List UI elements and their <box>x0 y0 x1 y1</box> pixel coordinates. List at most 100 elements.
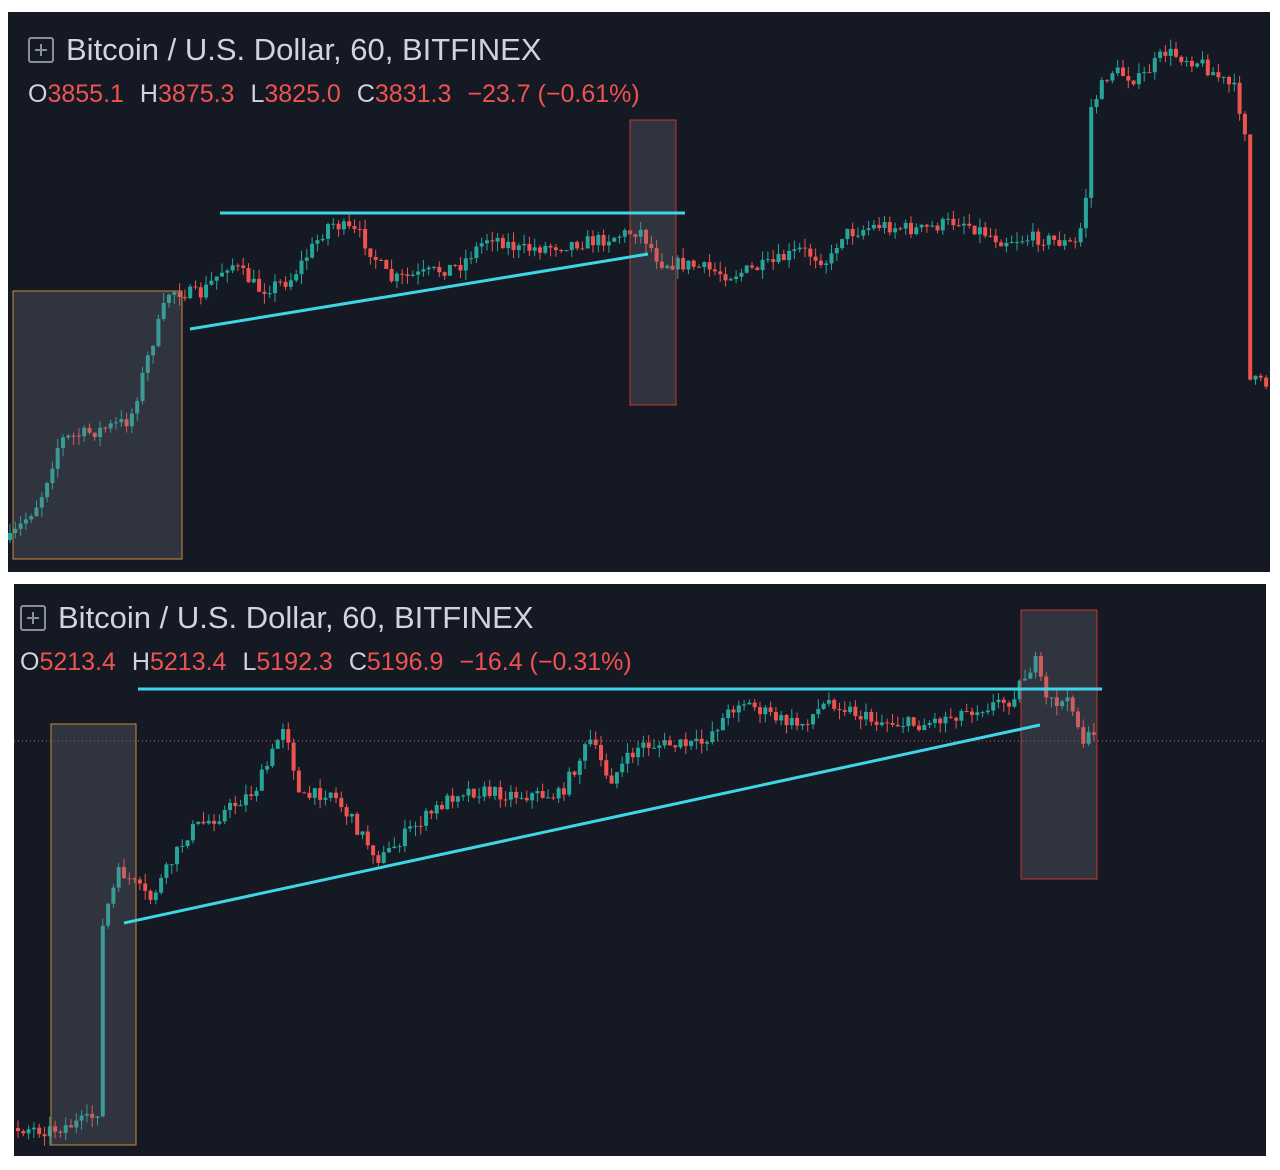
candle-body <box>140 372 145 401</box>
candle-body <box>1136 73 1141 85</box>
candle-body <box>485 240 489 244</box>
candle-body <box>153 892 158 900</box>
candle-body <box>1147 72 1152 74</box>
candle-body <box>583 744 588 761</box>
candle-body <box>339 798 344 808</box>
candle-body <box>797 247 802 250</box>
candle-body <box>281 729 285 740</box>
candle-body <box>972 225 977 235</box>
candle-body <box>111 887 116 904</box>
candle-body <box>837 708 842 711</box>
candle-body <box>636 747 641 758</box>
candle-body <box>251 278 256 283</box>
candle-body <box>1152 58 1157 73</box>
candle-body <box>885 722 890 724</box>
candle-body <box>1227 76 1231 85</box>
candle-body <box>1195 63 1200 67</box>
candle-body <box>832 700 837 709</box>
candle-body <box>493 787 497 796</box>
candle-body <box>461 795 466 797</box>
candle-body <box>129 413 134 427</box>
candle-body <box>387 848 391 853</box>
candle-body <box>943 716 948 724</box>
candle-body <box>61 437 65 448</box>
candle-body <box>87 427 92 433</box>
candle-body <box>599 744 603 761</box>
candle-body <box>845 228 850 240</box>
candle-body <box>440 805 444 810</box>
add-icon[interactable] <box>28 37 54 63</box>
candle-body <box>445 795 450 810</box>
candle-body <box>230 265 235 271</box>
ohlc-label: O <box>20 648 40 676</box>
add-icon[interactable] <box>20 605 46 631</box>
candle-body <box>710 731 715 743</box>
candle-body <box>919 224 924 228</box>
candle-body <box>811 714 815 725</box>
candle-body <box>1065 697 1070 702</box>
candle-body <box>18 523 23 529</box>
candle-body <box>1028 672 1033 679</box>
candle-body <box>426 267 431 270</box>
candle-body <box>95 1116 100 1118</box>
candle-body <box>1054 697 1059 707</box>
candle-body <box>156 318 161 346</box>
candle-body <box>924 224 929 227</box>
candle-body <box>1076 711 1080 728</box>
candle-body <box>429 810 434 814</box>
candle-body <box>310 243 315 258</box>
candle-body <box>344 807 349 817</box>
candle-body <box>286 729 291 743</box>
candle-body <box>826 700 831 704</box>
candle-body <box>829 253 834 264</box>
candle-body <box>1110 73 1115 81</box>
candle-body <box>678 739 683 748</box>
candle-body <box>596 235 601 246</box>
candle-body <box>143 883 148 891</box>
candle-body <box>243 794 248 806</box>
candle-body <box>458 264 463 271</box>
candle-body <box>553 247 558 251</box>
ohlc-value: 3855.1 <box>47 80 124 108</box>
candle-body <box>662 740 667 746</box>
candle-body <box>323 797 328 800</box>
candle-body <box>768 707 773 713</box>
candle-body <box>1033 655 1038 673</box>
candle-body <box>673 745 678 748</box>
candle-body <box>39 497 44 508</box>
candle-body <box>932 718 937 723</box>
candle-body <box>1015 242 1019 244</box>
candle-body <box>1264 377 1269 387</box>
candle-body <box>1041 244 1046 246</box>
candle-body <box>895 724 900 727</box>
candles <box>8 39 1269 543</box>
candle-body <box>689 740 694 746</box>
candle-body <box>702 262 707 267</box>
candle-body <box>1121 67 1125 77</box>
candle-body <box>373 257 378 260</box>
candle-body <box>100 925 105 1117</box>
candle-body <box>151 345 156 356</box>
candle-body <box>877 224 882 229</box>
candle-body <box>193 286 198 288</box>
candle-body <box>299 260 304 275</box>
candle-body <box>742 704 747 706</box>
candle-body <box>238 805 243 807</box>
candle-body <box>119 419 124 423</box>
candle-body <box>302 792 307 794</box>
candle-body <box>217 821 222 824</box>
ohlc-value: 3825.0 <box>264 80 341 108</box>
candle-body <box>911 717 916 726</box>
candle-body <box>712 269 717 272</box>
candle-body <box>771 259 776 263</box>
candle-body <box>421 269 426 272</box>
ohlc-label: O <box>28 80 48 108</box>
candle-body <box>453 264 458 266</box>
candle-body <box>127 878 132 880</box>
candle-body <box>114 422 118 424</box>
candle-body <box>241 265 246 269</box>
candle-body <box>490 240 495 242</box>
candle-body <box>347 221 352 227</box>
candle-body <box>620 763 625 773</box>
candle-body <box>495 237 500 242</box>
